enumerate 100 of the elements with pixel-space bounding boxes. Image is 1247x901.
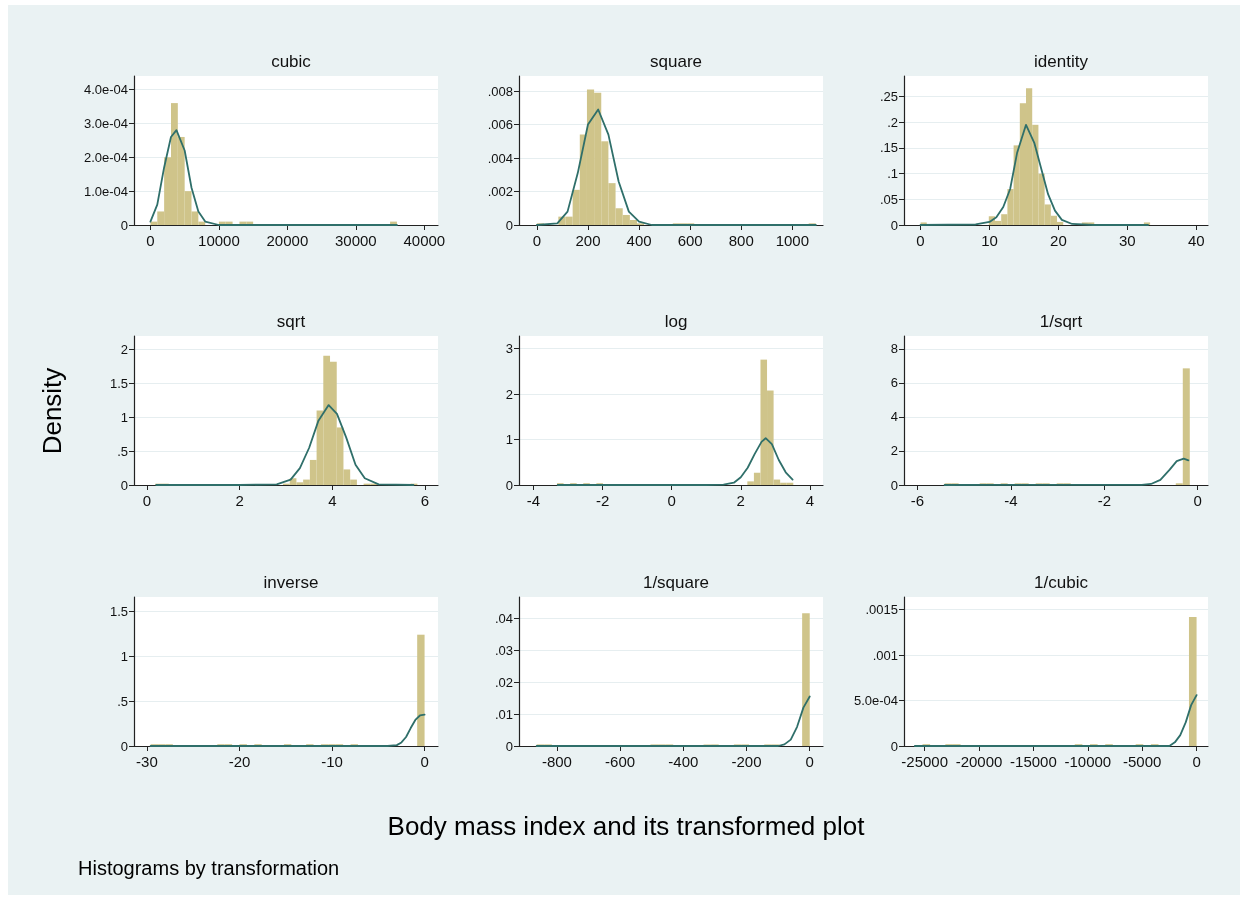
y-tick-label: .01 — [494, 706, 513, 722]
y-tick-label: 1.5 — [109, 603, 128, 619]
chart-title: 1/sqrt — [1039, 312, 1083, 331]
y-tick-label: 0 — [505, 477, 513, 493]
line-series — [943, 457, 1190, 486]
chart-title: square — [650, 52, 702, 71]
y-tick-label: 2 — [890, 443, 898, 459]
x-tick-label: 4 — [805, 492, 815, 509]
chart-title: identity — [1034, 52, 1089, 71]
x-tick-label: -2 — [1097, 492, 1111, 509]
y-tick-label: 2.0e-04 — [83, 149, 128, 165]
y-tick-label: 1 — [505, 432, 513, 448]
y-tick-label: 1.0e-04 — [83, 183, 128, 199]
y-tick-label: 0 — [890, 217, 898, 233]
x-tick-label: 40000 — [403, 232, 446, 249]
x-tick-label: 4 — [328, 492, 337, 509]
y-tick-label: 3.0e-04 — [83, 115, 128, 131]
x-tick-label: 2 — [235, 492, 244, 509]
x-tick-label: -200 — [731, 753, 762, 770]
y-tick-label: .008 — [487, 83, 513, 99]
x-axis-title: Body mass index and its transformed plot — [387, 811, 865, 842]
x-tick-label: 0 — [805, 753, 814, 770]
line-series — [535, 695, 811, 747]
y-tick-label: 0 — [505, 217, 513, 233]
y-tick-label: 0 — [120, 477, 128, 493]
y-tick-label: .1 — [887, 166, 898, 182]
x-tick-label: -30 — [136, 753, 158, 770]
x-tick-label: 400 — [626, 232, 652, 249]
chart-title: cubic — [271, 52, 312, 71]
x-tick-label: 10000 — [198, 232, 240, 249]
chart-title: log — [664, 312, 688, 331]
y-tick-label: .001 — [872, 647, 898, 663]
x-tick-label: -400 — [668, 753, 699, 770]
y-tick-label: 4.0e-04 — [83, 82, 128, 98]
y-tick-label: .5 — [117, 693, 128, 709]
x-tick-label: -15000 — [1010, 753, 1057, 770]
x-tick-label: 20 — [1050, 232, 1067, 249]
x-tick-label: 800 — [728, 232, 754, 249]
x-tick-label: 2 — [736, 492, 745, 509]
y-tick-label: .04 — [494, 610, 513, 626]
y-tick-label: 1.5 — [109, 375, 128, 391]
x-tick-label: -20 — [228, 753, 251, 770]
x-tick-label: -4 — [526, 492, 541, 509]
y-tick-label: 4 — [890, 409, 898, 425]
chart-title: inverse — [263, 573, 319, 592]
x-tick-label: -2 — [595, 492, 610, 509]
x-tick-label: 0 — [142, 492, 152, 509]
y-tick-label: .0015 — [865, 602, 898, 618]
y-axis-title: Density — [36, 367, 68, 454]
y-tick-label: 1 — [120, 409, 128, 425]
y-tick-label: 2 — [505, 386, 513, 402]
x-tick-label: -10000 — [1064, 753, 1112, 770]
y-tick-label: 6 — [890, 375, 898, 391]
y-tick-label: .004 — [487, 150, 513, 166]
x-tick-label: -6 — [910, 492, 925, 509]
x-tick-label: -4 — [1004, 492, 1018, 509]
x-tick-label: 10 — [981, 232, 998, 249]
line-series — [149, 713, 426, 747]
y-tick-label: 1 — [120, 648, 128, 664]
x-tick-label: -25000 — [901, 753, 949, 770]
x-tick-label: 6 — [420, 492, 430, 509]
chart-title: 1/square — [642, 573, 710, 592]
y-tick-label: 8 — [890, 341, 898, 357]
y-tick-label: .25 — [879, 89, 898, 105]
y-tick-label: .15 — [879, 140, 898, 156]
x-tick-label: 30 — [1119, 232, 1136, 249]
y-tick-label: 2 — [120, 342, 128, 358]
y-tick-label: .05 — [879, 191, 898, 207]
x-tick-label: -20000 — [955, 753, 1003, 770]
line-series — [149, 129, 398, 226]
y-tick-label: .5 — [117, 443, 128, 459]
x-tick-label: 200 — [575, 232, 601, 249]
x-tick-label: 40 — [1187, 232, 1205, 249]
chart-title: sqrt — [276, 312, 306, 331]
y-tick-label: 0 — [890, 738, 898, 754]
line-series — [919, 123, 1149, 226]
x-tick-label: 1000 — [775, 232, 810, 249]
x-tick-label: 0 — [146, 232, 155, 249]
y-tick-label: 0 — [120, 217, 128, 233]
y-tick-label: .002 — [487, 184, 513, 200]
x-tick-label: -10 — [321, 753, 343, 770]
x-tick-label: 0 — [916, 232, 925, 249]
y-tick-label: .2 — [887, 114, 898, 130]
line-series — [913, 694, 1198, 747]
line-series — [535, 108, 817, 226]
x-tick-label: 0 — [1192, 753, 1201, 770]
x-tick-label: 0 — [532, 232, 542, 249]
text: Histograms by transformation — [78, 857, 340, 880]
x-tick-label: 600 — [677, 232, 703, 249]
chart-title: 1/cubic — [1034, 573, 1089, 592]
x-tick-label: -800 — [541, 753, 572, 770]
x-tick-label: 20000 — [266, 232, 309, 249]
y-tick-label: 5.0e-04 — [853, 693, 898, 709]
x-tick-label: 0 — [420, 753, 429, 770]
y-tick-label: .02 — [494, 674, 513, 690]
y-tick-label: 0 — [120, 738, 128, 754]
x-tick-label: -600 — [605, 753, 636, 770]
y-tick-label: .006 — [487, 117, 513, 133]
x-tick-label: -5000 — [1123, 753, 1162, 770]
y-tick-label: 0 — [505, 738, 513, 754]
